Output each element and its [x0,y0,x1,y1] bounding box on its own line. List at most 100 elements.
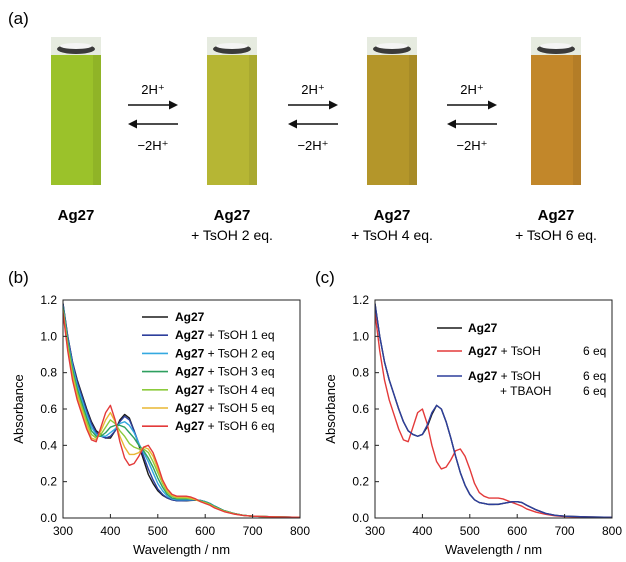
panel-label-a: (a) [8,9,29,28]
cuvette-shade [409,55,417,185]
y-tick-label: 0.2 [40,475,57,489]
legend-label: Ag27 [468,321,498,335]
legend-item: Ag27 + TsOH 1 eq [142,328,275,342]
forward-arrow-head [169,100,178,110]
sample-suffix: + TsOH 4 eq. [351,227,433,243]
legend-label: Ag27 + TsOH 3 eq [175,365,275,379]
y-tick-label: 1.0 [352,329,369,343]
series-line [375,303,612,518]
legend-label: Ag27 + TsOH 6 eq [175,419,275,433]
meniscus-highlight [540,43,572,49]
cuvette [367,37,417,185]
y-tick-label: 1.2 [352,293,369,307]
cuvette-solution [207,55,257,185]
legend: Ag27 Ag27 + TsOH 6 eq Ag27 + TsOH 6 eq + TBAO… [437,321,606,398]
cuvette [207,37,257,185]
forward-arrow-head [329,100,338,110]
legend-label: Ag27 + TsOH 1 eq [175,328,275,342]
legend-label: Ag27 + TsOH [468,369,541,383]
cuvette-solution [367,55,417,185]
legend-label: + TBAOH [500,384,551,398]
legend-label: Ag27 + TsOH 5 eq [175,401,275,415]
legend-item: Ag27 + TsOH 5 eq [142,401,275,415]
sample-name: Ag27 [374,207,411,224]
cuvette [531,37,581,185]
equilibrium-arrows: 2H⁺ −2H⁺ [288,82,338,153]
meniscus-highlight [60,43,92,49]
equilibrium-arrows: 2H⁺ −2H⁺ [128,82,178,153]
y-axis-label: Absorbance [11,374,26,443]
y-tick-label: 0.6 [352,402,369,416]
backward-label: −2H⁺ [137,138,168,153]
cuvette-solution [51,55,101,185]
legend-item: Ag27 [142,310,205,324]
legend-item: Ag27 + TsOH 6 eq + TBAOH 6 eq [437,369,606,398]
legend-item: Ag27 [437,321,498,335]
x-tick-label: 700 [555,524,575,538]
legend-item: Ag27 + TsOH 4 eq [142,383,275,397]
legend: Ag27 Ag27 + TsOH 1 eq Ag27 + TsOH 2 eq Ag27… [142,310,275,433]
plot-area [63,303,300,518]
legend-item: Ag27 + TsOH 3 eq [142,365,275,379]
chart-b: 300 400 500 600 700 800 0.0 0.2 0.4 0.6 0.8 1.0 1.2 W… [11,293,310,557]
x-tick-label: 600 [195,524,215,538]
meniscus-highlight [216,43,248,49]
meniscus-highlight [376,43,408,49]
forward-label: 2H⁺ [301,82,324,97]
sample-name: Ag27 [58,207,95,224]
x-tick-label: 300 [53,524,73,538]
x-tick-label: 300 [365,524,385,538]
x-tick-label: 400 [100,524,120,538]
legend-item: Ag27 + TsOH 2 eq [142,346,275,360]
backward-label: −2H⁺ [456,138,487,153]
x-tick-label: 600 [507,524,527,538]
legend-quantity: 6 eq [583,384,606,398]
y-tick-label: 0.8 [352,366,369,380]
legend-label: Ag27 + TsOH 4 eq [175,383,275,397]
sample-suffix: + TsOH 2 eq. [191,227,273,243]
backward-arrow-head [128,119,137,129]
forward-label: 2H⁺ [460,82,483,97]
y-tick-label: 0.0 [40,511,57,525]
series-line [63,312,300,518]
y-tick-label: 0.4 [40,438,57,452]
legend-item: Ag27 + TsOH 6 eq [437,344,606,358]
x-tick-label: 800 [602,524,622,538]
legend-label: Ag27 + TsOH 2 eq [175,346,275,360]
series-line [375,303,612,518]
y-tick-label: 1.2 [40,293,57,307]
y-tick-label: 0.8 [40,366,57,380]
panel-label-b: (b) [8,268,29,287]
panel-a: Ag27 Ag27 + TsOH 2 eq. Ag27 + TsOH 4 eq. Ag27… [51,37,597,243]
backward-arrow-head [288,119,297,129]
x-tick-label: 800 [290,524,310,538]
series-line [375,312,612,518]
cuvette-shade [249,55,257,185]
cuvette-shade [93,55,101,185]
cuvette-shade [573,55,581,185]
x-tick-label: 400 [412,524,432,538]
legend-item: Ag27 + TsOH 6 eq [142,419,275,433]
legend-quantity: 6 eq [583,369,606,383]
x-tick-label: 500 [460,524,480,538]
x-tick-label: 500 [148,524,168,538]
x-axis-label: Wavelength / nm [133,542,230,557]
equilibrium-arrows: 2H⁺ −2H⁺ [447,82,497,153]
y-tick-label: 1.0 [40,329,57,343]
forward-arrow-head [488,100,497,110]
y-axis-label: Absorbance [323,374,338,443]
y-tick-label: 0.6 [40,402,57,416]
y-tick-label: 0.4 [352,438,369,452]
legend-label: Ag27 + TsOH [468,344,541,358]
sample-name: Ag27 [538,207,575,224]
forward-label: 2H⁺ [141,82,164,97]
sample-suffix: + TsOH 6 eq. [515,227,597,243]
panel-label-c: (c) [315,268,335,287]
legend-label: Ag27 [175,310,205,324]
cuvette-solution [531,55,581,185]
plot-area [375,303,612,518]
legend-quantity: 6 eq [583,344,606,358]
x-axis-label: Wavelength / nm [445,542,542,557]
cuvette [51,37,101,185]
